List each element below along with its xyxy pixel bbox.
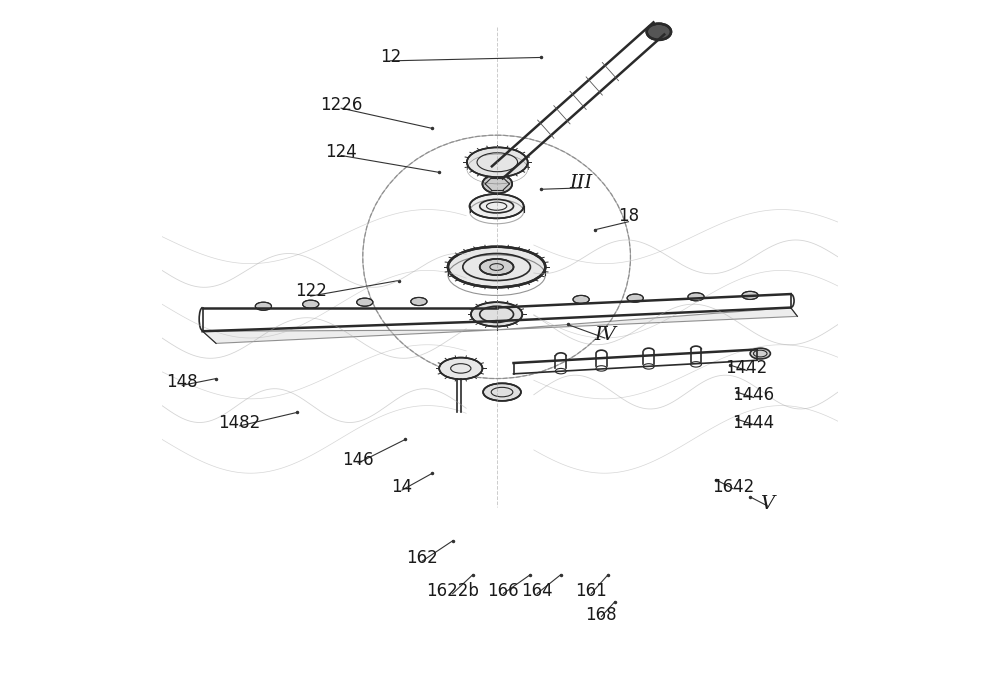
Ellipse shape xyxy=(471,302,522,327)
Ellipse shape xyxy=(357,298,373,306)
Ellipse shape xyxy=(750,348,770,359)
Text: V: V xyxy=(760,495,774,512)
Ellipse shape xyxy=(470,194,524,218)
Polygon shape xyxy=(203,330,497,343)
Ellipse shape xyxy=(483,383,521,401)
Ellipse shape xyxy=(742,291,758,299)
Text: 146: 146 xyxy=(342,451,374,468)
Text: 166: 166 xyxy=(488,583,519,600)
Text: 1642: 1642 xyxy=(712,478,754,496)
Text: 164: 164 xyxy=(521,583,553,600)
Ellipse shape xyxy=(480,259,514,275)
Text: 18: 18 xyxy=(618,208,639,225)
Text: 162: 162 xyxy=(406,549,438,566)
Text: 148: 148 xyxy=(166,373,198,391)
Ellipse shape xyxy=(255,302,272,310)
Text: III: III xyxy=(569,174,593,191)
Ellipse shape xyxy=(688,293,704,301)
Text: 12: 12 xyxy=(380,49,401,66)
Text: 14: 14 xyxy=(391,478,413,496)
Ellipse shape xyxy=(647,24,671,40)
Text: IV: IV xyxy=(594,326,616,343)
Text: 1622b: 1622b xyxy=(426,583,479,600)
Text: 161: 161 xyxy=(575,583,607,600)
Ellipse shape xyxy=(627,294,643,302)
Text: 1226: 1226 xyxy=(320,96,362,114)
Ellipse shape xyxy=(411,297,427,306)
Text: 168: 168 xyxy=(586,606,617,624)
Text: 1444: 1444 xyxy=(732,414,775,431)
Ellipse shape xyxy=(573,295,589,304)
Ellipse shape xyxy=(467,147,528,177)
Ellipse shape xyxy=(482,174,512,193)
Text: 124: 124 xyxy=(325,143,357,161)
Text: 1442: 1442 xyxy=(726,360,768,377)
Text: 1446: 1446 xyxy=(732,387,775,404)
Text: 1482: 1482 xyxy=(219,414,261,431)
Ellipse shape xyxy=(439,358,482,379)
Ellipse shape xyxy=(448,247,545,287)
Ellipse shape xyxy=(303,300,319,308)
Polygon shape xyxy=(497,308,797,330)
Text: 122: 122 xyxy=(295,282,327,299)
